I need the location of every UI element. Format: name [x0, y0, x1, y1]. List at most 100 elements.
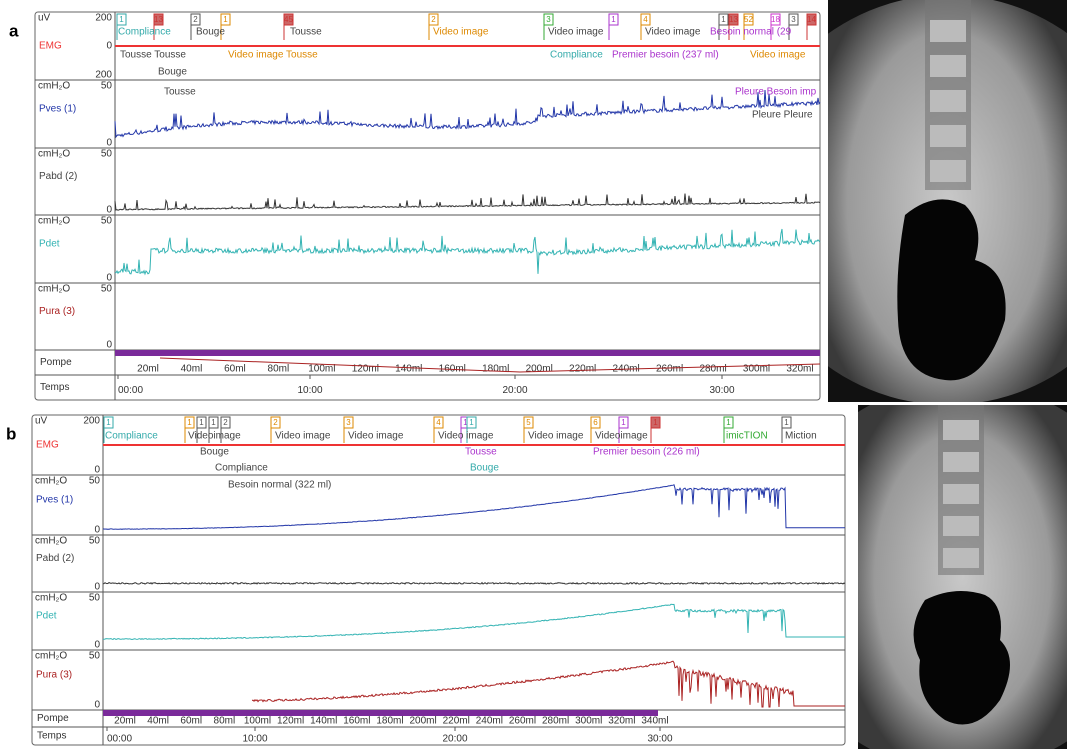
volume-label: 120ml [277, 716, 304, 727]
xray-b [858, 405, 1067, 749]
event-number: 1 [119, 15, 124, 24]
volume-label: 260ml [509, 716, 536, 727]
pressure-trace [103, 583, 845, 585]
annotation: Besoin normal (29 [710, 27, 792, 38]
channel-tick: 50 [101, 81, 113, 92]
event-number: 14 [807, 15, 816, 24]
event-number: 1 [223, 15, 228, 24]
annotation: Bouge [196, 27, 225, 38]
pressure-trace [115, 90, 820, 137]
channel-name: Pura (3) [39, 306, 75, 317]
annotation: imicTION [726, 431, 768, 442]
volume-label: 100ml [244, 716, 271, 727]
event-number: 1 [199, 418, 204, 427]
xray-a [828, 0, 1067, 402]
event-number: 1 [726, 418, 731, 427]
channel-name: EMG [39, 41, 62, 52]
volume-label: 200ml [410, 716, 437, 727]
channel-name: Pdet [36, 611, 57, 622]
event-number: 3 [791, 15, 796, 24]
event-number: 13 [729, 15, 738, 24]
annotation: Videoimage [188, 431, 241, 442]
annotation: Besoin normal (322 ml) [228, 480, 331, 491]
annotation: Video image [750, 50, 806, 61]
event-number: 45 [284, 15, 293, 24]
event-number: 1 [187, 418, 192, 427]
volume-label: 260ml [656, 364, 683, 375]
annotation: Video image [528, 431, 584, 442]
pressure-trace [115, 194, 820, 211]
volume-label: 40ml [147, 716, 169, 727]
channel-tick: 0 [106, 41, 112, 52]
event-number: 18 [771, 15, 780, 24]
event-number: 1 [106, 418, 111, 427]
annotation: Compliance [215, 463, 268, 474]
volume-label: 100ml [308, 364, 335, 375]
event-number: 3 [546, 15, 551, 24]
channel-name: Pabd (2) [39, 171, 77, 182]
annotation: Premier besoin (226 ml) [593, 447, 700, 458]
channel-tick: 50 [89, 536, 101, 547]
channel-tick: 0 [106, 138, 112, 149]
volume-label: 60ml [180, 716, 202, 727]
panel-label: b [6, 424, 16, 443]
event-number: 2 [273, 418, 278, 427]
channel-unit: uV [35, 416, 48, 427]
volume-label: 300ml [575, 716, 602, 727]
channel-name: Pves (1) [36, 495, 73, 506]
channel-tick: 50 [101, 284, 113, 295]
event-number: 1 [469, 418, 474, 427]
channel-tick: 50 [101, 216, 113, 227]
figure: auVEMG2000200cmH₂OPves (1)500cmH₂OPabd (… [0, 0, 1067, 749]
channel-tick: 0 [94, 582, 100, 593]
time-tick-label: 30:00 [647, 734, 672, 745]
channel-tick: 0 [94, 700, 100, 711]
event-number: 1 [721, 15, 726, 24]
annotation: Premier besoin (237 ml) [612, 50, 719, 61]
volume-label: 180ml [376, 716, 403, 727]
time-tick-label: 10:00 [297, 385, 322, 396]
event-number: 2 [193, 15, 198, 24]
time-tick-label: 20:00 [442, 734, 467, 745]
annotation: Pleure Besoin imp [735, 87, 817, 98]
event-number: 1 [784, 418, 789, 427]
channel-tick: 200 [83, 416, 100, 427]
channel-tick: 200 [95, 70, 112, 81]
event-number: 13 [154, 15, 163, 24]
annotation: Bouge [470, 463, 499, 474]
annotation: Tousse [290, 27, 322, 38]
annotation: Compliance [105, 431, 158, 442]
volume-label: 180ml [482, 364, 509, 375]
pressure-trace [252, 661, 845, 707]
volume-label: 280ml [699, 364, 726, 375]
volume-label: 20ml [114, 716, 136, 727]
volume-label: 340ml [641, 716, 668, 727]
channel-unit: cmH₂O [38, 216, 70, 227]
time-label: Temps [37, 731, 66, 742]
channel-tick: 0 [106, 205, 112, 216]
channel-tick: 50 [101, 149, 113, 160]
channel-unit: cmH₂O [35, 593, 67, 604]
channel-tick: 0 [106, 340, 112, 351]
volume-label: 40ml [181, 364, 203, 375]
channel-unit: cmH₂O [35, 476, 67, 487]
annotation: Bouge [200, 447, 229, 458]
annotation: Miction [785, 431, 817, 442]
volume-label: 20ml [137, 364, 159, 375]
channel-name: Pves (1) [39, 104, 76, 115]
event-number: 1 [611, 15, 616, 24]
pressure-trace [103, 485, 845, 530]
event-number: 4 [436, 418, 441, 427]
volume-label: 200ml [526, 364, 553, 375]
event-number: 1 [621, 418, 626, 427]
volume-label: 240ml [476, 716, 503, 727]
annotation: Videoimage [595, 431, 648, 442]
annotation: Bouge [158, 67, 187, 78]
annotation: Video image [645, 27, 701, 38]
volume-label: 320ml [786, 364, 813, 375]
time-tick-label: 00:00 [107, 734, 132, 745]
event-number: 52 [744, 15, 753, 24]
channel-name: Pabd (2) [36, 553, 74, 564]
volume-label: 320ml [608, 716, 635, 727]
volume-label: 140ml [395, 364, 422, 375]
